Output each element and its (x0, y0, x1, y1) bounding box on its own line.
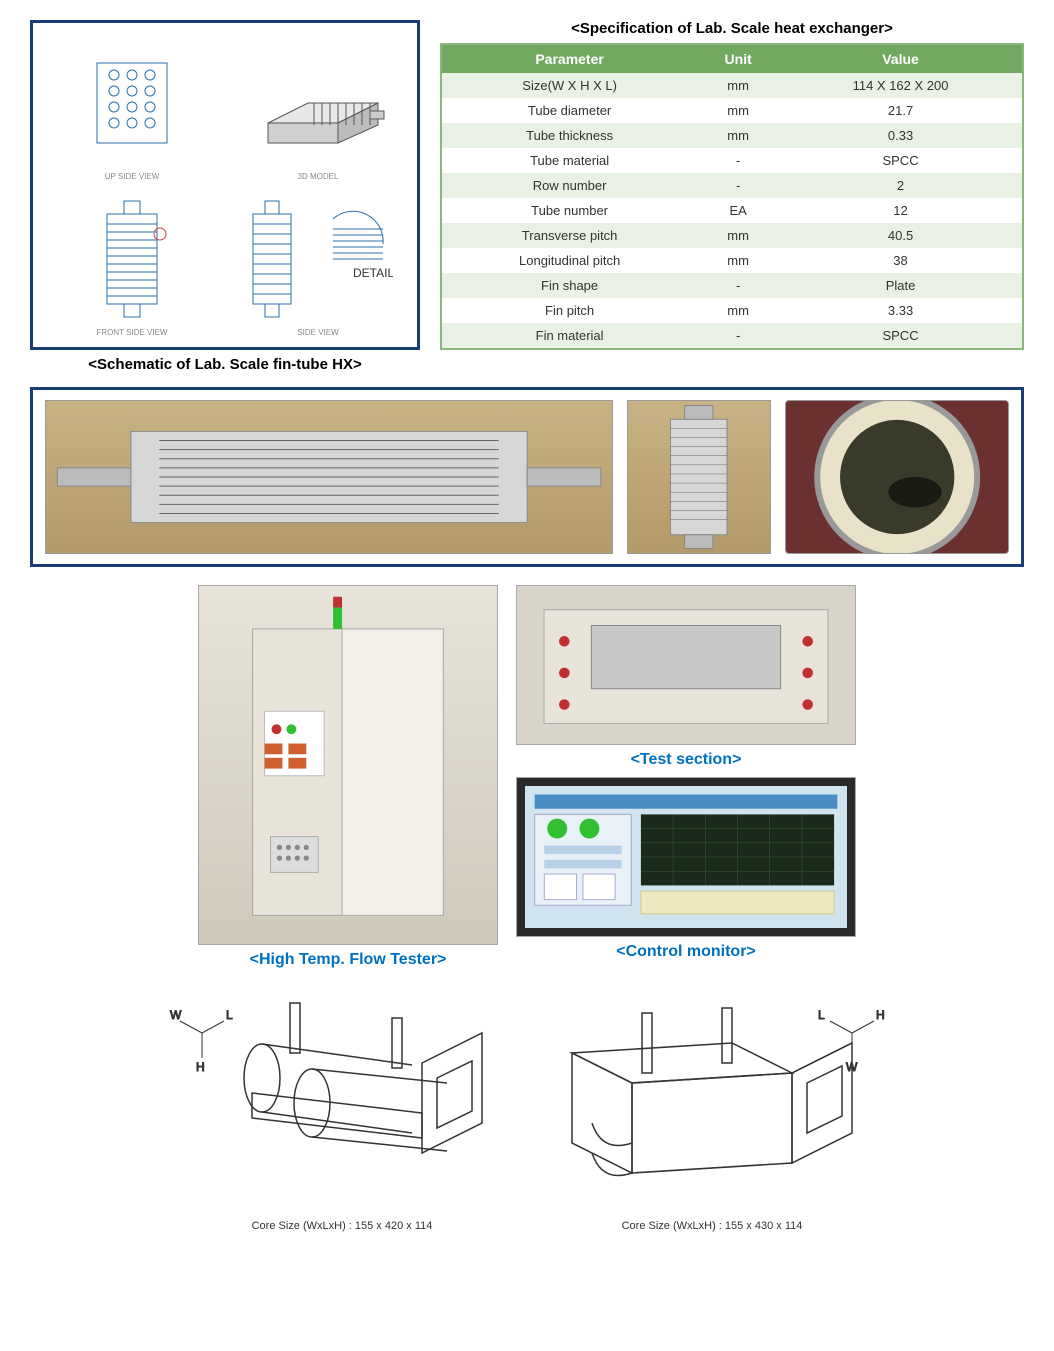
cell: 2 (779, 173, 1023, 198)
side-view-drawing: DETAIL A (243, 199, 393, 319)
cell: Size(W X H X L) (441, 73, 697, 98)
hx-photo-main (45, 400, 613, 554)
control-monitor-caption: <Control monitor> (516, 943, 856, 961)
flow-tester-block: <High Temp. Flow Tester> (198, 585, 498, 969)
cell: Tube diameter (441, 98, 697, 123)
cell: Tube material (441, 148, 697, 173)
cell: mm (697, 98, 779, 123)
upside-view-drawing (72, 53, 192, 153)
cell: 38 (779, 248, 1023, 273)
axis-l2: L (818, 1008, 825, 1022)
schematic-box: UP SIDE VIEW (30, 20, 420, 350)
flow-tester-photo (198, 585, 498, 945)
diagram-right-block: H L W (532, 983, 892, 1232)
hx-photo-tube-inside (785, 400, 1009, 554)
schematic-upside: UP SIDE VIEW (43, 33, 221, 181)
upside-view-label: UP SIDE VIEW (105, 172, 160, 181)
axis-h: H (196, 1060, 205, 1074)
cell: 21.7 (779, 98, 1023, 123)
cell: Longitudinal pitch (441, 248, 697, 273)
cell: mm (697, 123, 779, 148)
cell: mm (697, 248, 779, 273)
cell: Plate (779, 273, 1023, 298)
core-size-right: Core Size (WxLxH) : 155 x 430 x 114 (532, 1220, 892, 1232)
front-view-drawing (72, 199, 192, 319)
spec-table: Parameter Unit Value Size(W X H X L)mm11… (440, 43, 1024, 350)
cell: Fin shape (441, 273, 697, 298)
diagram-left: W L H (162, 983, 522, 1213)
cell: - (697, 273, 779, 298)
cell: 114 X 162 X 200 (779, 73, 1023, 98)
cell: 40.5 (779, 223, 1023, 248)
axis-l: L (226, 1008, 233, 1022)
diagram-right: H L W (532, 983, 892, 1213)
cell: Fin pitch (441, 298, 697, 323)
cell: mm (697, 223, 779, 248)
front-view-label: FRONT SIDE VIEW (97, 328, 168, 337)
cell: 0.33 (779, 123, 1023, 148)
3d-model-drawing (248, 53, 388, 153)
hx-photo-side (627, 400, 771, 554)
test-section-caption: <Test section> (516, 751, 856, 769)
spec-col-unit: Unit (697, 44, 779, 73)
spec-title: <Specification of Lab. Scale heat exchan… (440, 20, 1024, 37)
cell: - (697, 323, 779, 349)
diagram-left-block: W L H (162, 983, 522, 1232)
test-section-photo (516, 585, 856, 745)
detail-a-label: DETAIL A (353, 266, 393, 280)
photo-strip (30, 387, 1024, 567)
test-section-block: <Test section> (516, 585, 856, 769)
core-size-left: Core Size (WxLxH) : 155 x 420 x 114 (162, 1220, 522, 1232)
cell: SPCC (779, 323, 1023, 349)
cell: - (697, 148, 779, 173)
bottom-diagrams: W L H (30, 983, 1024, 1232)
axis-h2: H (876, 1008, 885, 1022)
cell: Transverse pitch (441, 223, 697, 248)
schematic-caption: <Schematic of Lab. Scale fin-tube HX> (30, 356, 420, 373)
3d-model-label: 3D MODEL (298, 172, 339, 181)
cell: Tube thickness (441, 123, 697, 148)
schematic-block: UP SIDE VIEW (30, 20, 420, 373)
flow-tester-caption: <High Temp. Flow Tester> (198, 951, 498, 969)
cell: mm (697, 298, 779, 323)
cell: mm (697, 73, 779, 98)
side-view-label: SIDE VIEW (297, 328, 338, 337)
equipment-row: <High Temp. Flow Tester> <Test section> (30, 585, 1024, 969)
axis-w: W (170, 1008, 182, 1022)
cell: - (697, 173, 779, 198)
cell: Tube number (441, 198, 697, 223)
spec-col-value: Value (779, 44, 1023, 73)
cell: Row number (441, 173, 697, 198)
cell: Fin material (441, 323, 697, 349)
schematic-front: FRONT SIDE VIEW (43, 189, 221, 337)
cell: 12 (779, 198, 1023, 223)
schematic-side: DETAIL A SIDE VIEW (229, 189, 407, 337)
cell: 3.33 (779, 298, 1023, 323)
spec-block: <Specification of Lab. Scale heat exchan… (440, 20, 1024, 350)
spec-col-parameter: Parameter (441, 44, 697, 73)
control-monitor-photo (516, 777, 856, 937)
schematic-3dmodel: 3D MODEL (229, 33, 407, 181)
cell: SPCC (779, 148, 1023, 173)
control-monitor-block: <Control monitor> (516, 777, 856, 961)
cell: EA (697, 198, 779, 223)
